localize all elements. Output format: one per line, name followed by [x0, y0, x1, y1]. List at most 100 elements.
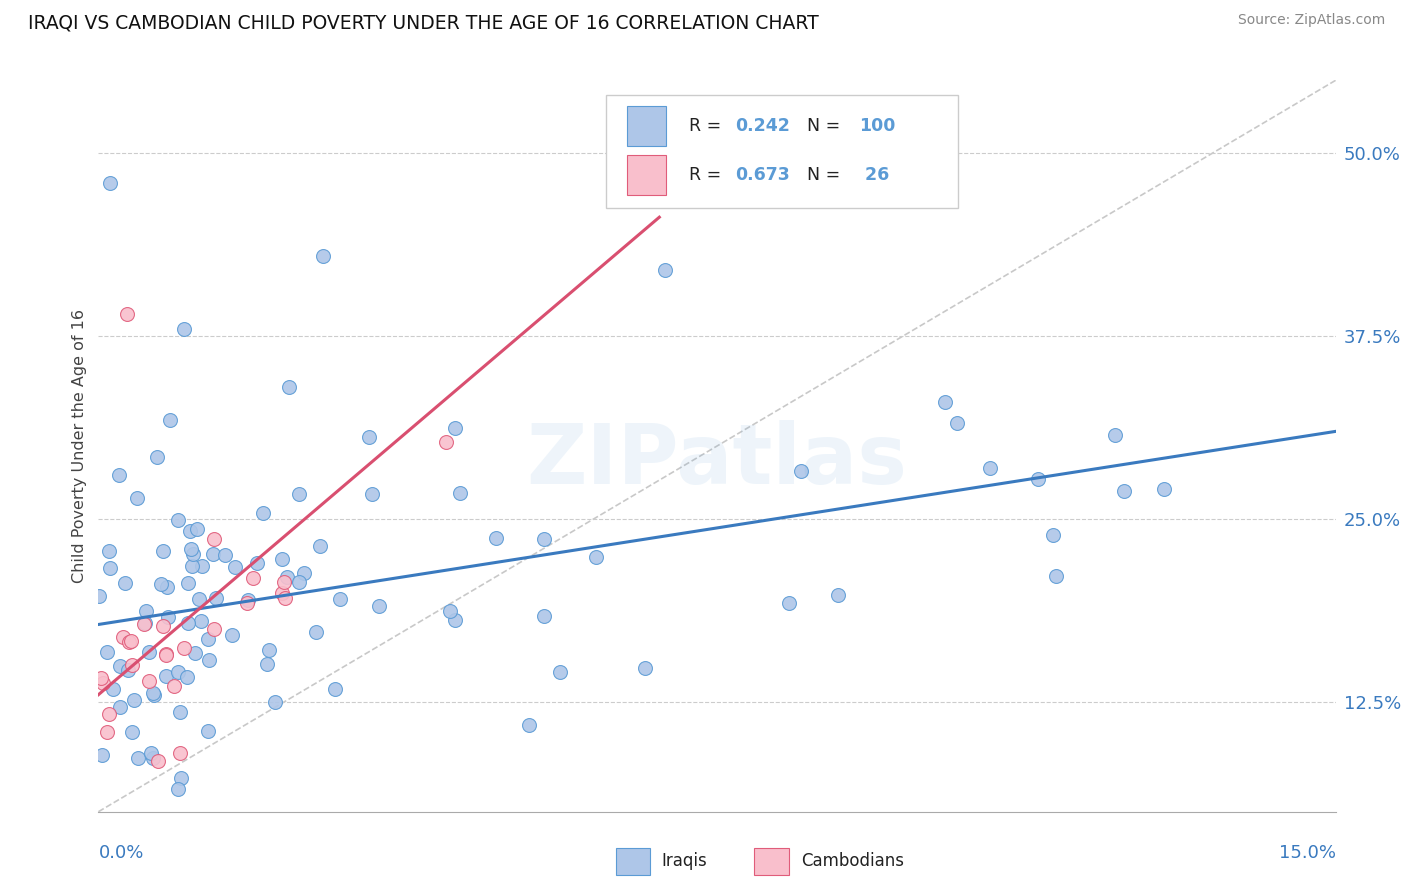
Point [443, 420, 465, 434]
Point [236, 593, 259, 607]
Point [155, 648, 177, 662]
Point [149, 577, 172, 591]
Point [278, 380, 301, 394]
Point [138, 674, 160, 689]
Text: 0.0%: 0.0% [98, 844, 143, 862]
Point [179, 524, 201, 539]
Point [142, 686, 165, 700]
Point [176, 671, 198, 685]
Point [127, 751, 149, 765]
Point [257, 643, 280, 657]
Point [155, 669, 177, 683]
Point [360, 487, 382, 501]
Point [112, 631, 135, 645]
Point [127, 491, 149, 505]
Point [118, 635, 141, 649]
Point [122, 692, 145, 706]
Point [533, 608, 555, 623]
Point [180, 542, 202, 557]
Point [166, 665, 188, 679]
Point [177, 615, 200, 630]
Point [96, 645, 118, 659]
Point [224, 559, 246, 574]
Point [97, 544, 120, 558]
Point [202, 533, 225, 547]
Point [533, 533, 555, 547]
Point [177, 576, 200, 591]
Point [167, 513, 190, 527]
Point [214, 548, 236, 562]
Point [91, 747, 114, 762]
Point [790, 464, 813, 478]
Point [108, 659, 131, 673]
Point [270, 552, 292, 566]
FancyBboxPatch shape [627, 155, 666, 195]
Point [173, 322, 195, 336]
Point [163, 679, 186, 693]
Text: Iraqis: Iraqis [661, 853, 707, 871]
Point [1045, 568, 1067, 582]
Point [108, 468, 131, 483]
FancyBboxPatch shape [754, 847, 789, 875]
Point [184, 646, 207, 660]
Point [323, 682, 346, 697]
Point [242, 571, 264, 585]
Point [87, 589, 110, 603]
Point [135, 604, 157, 618]
Point [121, 658, 143, 673]
Point [946, 417, 969, 431]
Point [288, 574, 311, 589]
Point [271, 585, 294, 599]
Point [444, 613, 467, 627]
Point [120, 634, 142, 648]
Point [585, 549, 607, 564]
Point [485, 531, 508, 545]
Point [256, 657, 278, 671]
Point [169, 705, 191, 719]
Point [159, 413, 181, 427]
Point [181, 558, 204, 573]
Point [145, 450, 167, 465]
Point [252, 506, 274, 520]
Point [98, 176, 121, 190]
Y-axis label: Child Poverty Under the Age of 16: Child Poverty Under the Age of 16 [72, 309, 87, 583]
Point [827, 588, 849, 602]
Point [367, 599, 389, 614]
Point [187, 591, 209, 606]
Text: R =: R = [689, 118, 727, 136]
Point [1153, 482, 1175, 496]
Point [143, 688, 166, 702]
Point [96, 725, 118, 739]
Point [156, 610, 179, 624]
Point [169, 746, 191, 760]
Point [186, 522, 208, 536]
Point [550, 665, 572, 680]
Point [101, 682, 124, 697]
FancyBboxPatch shape [616, 847, 650, 875]
Point [142, 750, 165, 764]
FancyBboxPatch shape [627, 106, 666, 146]
Point [110, 700, 132, 714]
Point [190, 559, 212, 574]
Point [134, 616, 156, 631]
Point [146, 754, 169, 768]
Point [155, 647, 177, 661]
Point [152, 544, 174, 558]
Point [156, 580, 179, 594]
Text: 100: 100 [859, 118, 896, 136]
Point [288, 487, 311, 501]
Point [1112, 484, 1135, 499]
Point [114, 576, 136, 591]
Text: 15.0%: 15.0% [1278, 844, 1336, 862]
Point [132, 616, 155, 631]
Text: Source: ZipAtlas.com: Source: ZipAtlas.com [1237, 13, 1385, 28]
Point [197, 653, 219, 667]
Point [308, 539, 330, 553]
Point [115, 307, 138, 321]
Point [236, 595, 259, 609]
Point [170, 771, 193, 785]
Point [439, 604, 461, 618]
Text: Cambodians: Cambodians [801, 853, 904, 871]
Point [205, 591, 228, 606]
Text: 26: 26 [859, 167, 890, 185]
